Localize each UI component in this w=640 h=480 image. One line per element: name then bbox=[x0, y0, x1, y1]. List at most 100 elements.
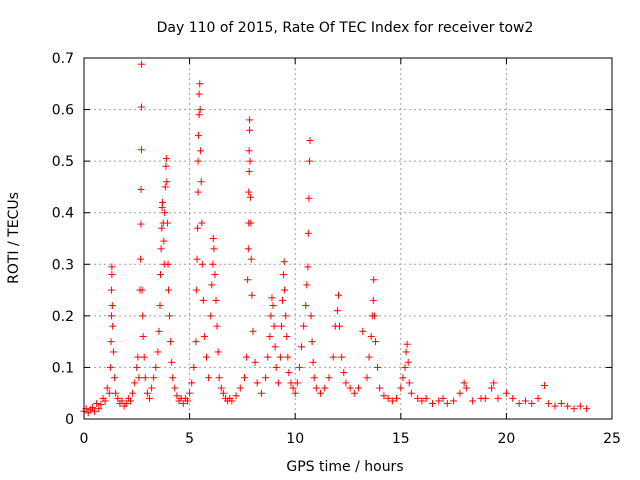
data-point bbox=[355, 384, 363, 392]
data-point bbox=[137, 146, 145, 154]
data-point bbox=[460, 379, 468, 387]
data-point bbox=[456, 389, 464, 397]
data-point bbox=[302, 302, 310, 310]
data-point bbox=[219, 389, 227, 397]
data-point bbox=[211, 271, 219, 279]
data-point bbox=[369, 296, 377, 304]
data-point bbox=[88, 404, 96, 412]
data-point bbox=[388, 397, 396, 405]
data-point bbox=[295, 363, 303, 371]
data-point bbox=[304, 263, 312, 271]
data-point bbox=[212, 296, 220, 304]
data-point bbox=[246, 193, 254, 201]
data-point bbox=[350, 389, 358, 397]
data-point bbox=[137, 60, 145, 68]
data-point bbox=[137, 220, 145, 228]
data-point bbox=[246, 157, 254, 165]
data-point bbox=[407, 389, 415, 397]
data-point bbox=[271, 343, 279, 351]
data-point bbox=[521, 397, 529, 405]
data-point bbox=[502, 389, 510, 397]
data-point bbox=[158, 224, 166, 232]
x-tick-label: 25 bbox=[603, 431, 621, 447]
data-point bbox=[371, 338, 379, 346]
data-point bbox=[145, 394, 153, 402]
data-point bbox=[157, 245, 165, 253]
data-point bbox=[300, 322, 308, 330]
data-point bbox=[91, 407, 99, 415]
data-point bbox=[196, 106, 204, 114]
data-point bbox=[334, 291, 342, 299]
data-point bbox=[540, 381, 548, 389]
data-point bbox=[403, 340, 411, 348]
data-point bbox=[333, 307, 341, 315]
data-point bbox=[266, 332, 274, 340]
data-point bbox=[247, 219, 255, 227]
data-point bbox=[194, 224, 202, 232]
data-point bbox=[272, 363, 280, 371]
data-point bbox=[198, 260, 206, 268]
data-point bbox=[101, 397, 109, 405]
x-tick-label: 0 bbox=[80, 431, 89, 447]
data-point bbox=[112, 389, 120, 397]
data-point bbox=[202, 353, 210, 361]
data-point bbox=[163, 178, 171, 186]
data-point bbox=[245, 147, 253, 155]
y-tick-label: 0.7 bbox=[52, 51, 74, 67]
data-point bbox=[443, 400, 451, 408]
x-tick-label: 15 bbox=[392, 431, 410, 447]
data-point bbox=[370, 312, 378, 320]
data-point bbox=[374, 363, 382, 371]
data-marks bbox=[80, 60, 591, 417]
data-point bbox=[173, 392, 181, 400]
data-point bbox=[106, 363, 114, 371]
x-tick-label: 5 bbox=[185, 431, 194, 447]
data-point bbox=[236, 384, 244, 392]
data-point bbox=[306, 157, 314, 165]
data-point bbox=[338, 353, 346, 361]
data-point bbox=[248, 291, 256, 299]
data-point bbox=[200, 332, 208, 340]
grid bbox=[84, 58, 612, 419]
data-point bbox=[97, 401, 105, 409]
x-tick-label: 10 bbox=[286, 431, 304, 447]
data-point bbox=[171, 384, 179, 392]
data-point bbox=[490, 379, 498, 387]
data-point bbox=[551, 402, 559, 410]
data-point bbox=[545, 400, 553, 408]
data-point bbox=[310, 374, 318, 382]
data-point bbox=[298, 343, 306, 351]
data-point bbox=[570, 405, 578, 413]
data-point bbox=[283, 332, 291, 340]
data-point bbox=[133, 363, 141, 371]
data-point bbox=[152, 363, 160, 371]
data-point bbox=[217, 384, 225, 392]
data-point bbox=[262, 374, 270, 382]
data-point bbox=[188, 379, 196, 387]
data-point bbox=[557, 400, 565, 408]
data-point bbox=[197, 178, 205, 186]
data-point bbox=[103, 384, 111, 392]
data-point bbox=[307, 312, 315, 320]
data-point bbox=[156, 302, 164, 310]
data-point bbox=[282, 312, 290, 320]
data-point bbox=[192, 286, 200, 294]
data-point bbox=[199, 296, 207, 304]
data-point bbox=[268, 294, 276, 302]
data-point bbox=[336, 322, 344, 330]
data-point bbox=[564, 402, 572, 410]
data-point bbox=[108, 263, 116, 271]
data-point bbox=[186, 389, 194, 397]
data-point bbox=[208, 281, 216, 289]
data-point bbox=[342, 379, 350, 387]
data-point bbox=[280, 271, 288, 279]
data-point bbox=[308, 338, 316, 346]
data-point bbox=[576, 402, 584, 410]
data-point bbox=[168, 358, 176, 366]
data-point bbox=[363, 374, 371, 382]
data-point bbox=[107, 312, 115, 320]
data-point bbox=[140, 353, 148, 361]
data-point bbox=[155, 327, 163, 335]
data-point bbox=[167, 338, 175, 346]
data-point bbox=[257, 389, 265, 397]
